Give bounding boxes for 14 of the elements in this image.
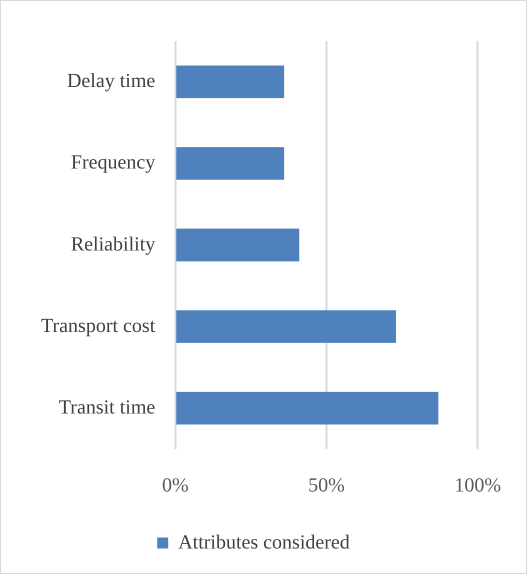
bar (176, 392, 438, 425)
y-tick-label: Delay time (66, 70, 156, 92)
bar (176, 65, 284, 98)
bar (176, 147, 284, 180)
bar (176, 310, 396, 343)
y-tick-label: Transport cost (40, 314, 156, 337)
y-tick-label: Frequency (70, 152, 156, 174)
x-tick-label: 0% (162, 474, 189, 496)
x-tick-label: 50% (308, 474, 345, 496)
legend-label: Attributes considered (178, 531, 350, 554)
bar (176, 228, 300, 262)
x-tick-label: 100% (454, 474, 502, 496)
y-tick-label: Reliability (70, 233, 156, 256)
y-tick-label: Transit time (58, 396, 156, 418)
